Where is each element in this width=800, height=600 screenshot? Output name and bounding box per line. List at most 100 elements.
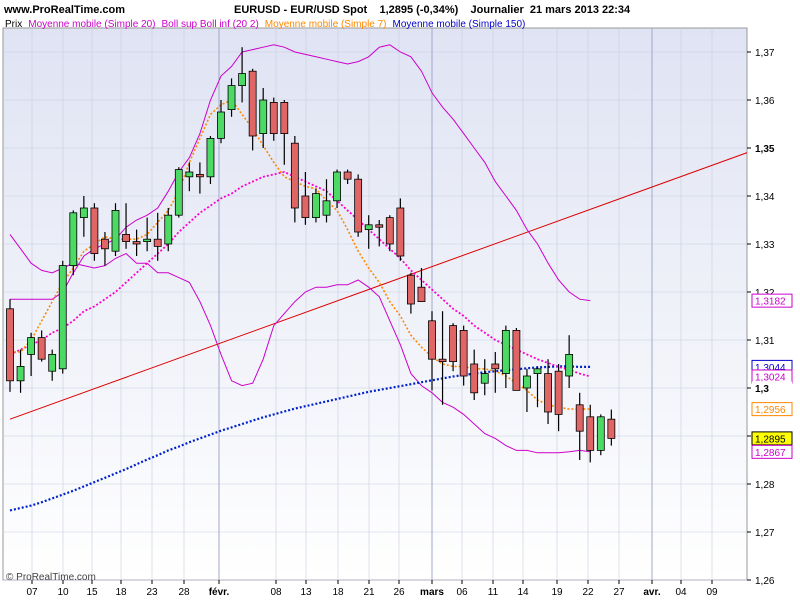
y-tick-label: 1,28: [755, 480, 775, 491]
candle-body-up: [480, 373, 489, 384]
candle-body-up: [48, 353, 57, 372]
candle: [586, 404, 595, 463]
indicator-legend: Prix Moyenne mobile (Simple 20) Boll sup B…: [5, 19, 525, 30]
candle-body-up: [174, 169, 183, 216]
candle: [69, 210, 78, 276]
candle-body-up: [111, 209, 120, 252]
price-tag: 1,3024: [751, 369, 793, 384]
candle: [417, 268, 426, 303]
candle-body-down: [575, 404, 584, 432]
indicator-label: Moyenne mobile (Simple 7): [265, 19, 387, 30]
candle-body-up: [206, 137, 215, 178]
candle: [269, 97, 278, 141]
candle: [206, 136, 215, 184]
candle: [312, 188, 320, 223]
price-tag-label: 1,3182: [755, 297, 786, 308]
candle-body-up: [185, 171, 194, 178]
ma150-line: [9, 365, 591, 512]
x-tick-label: 13: [300, 587, 312, 598]
candle-body-down: [37, 337, 46, 360]
chart-title: EURUSD - EUR/USD Spot 1,2895 (-0,34%) Jo…: [234, 4, 631, 16]
candle-body-down: [396, 207, 405, 257]
candle: [333, 169, 341, 208]
price-tag-label: 1,2895: [755, 434, 786, 445]
price-tag-box: [751, 402, 793, 417]
candle: [544, 359, 552, 424]
candle-body-up: [501, 329, 510, 374]
x-tick-label: 14: [517, 587, 529, 598]
y-tick-label: 1,27: [755, 528, 775, 539]
candle-body-up: [259, 99, 268, 134]
site-name[interactable]: www.ProRealTime.com: [3, 4, 125, 16]
candle-body-down: [343, 171, 352, 180]
y-tick-label: 1,34: [755, 192, 775, 203]
candle: [79, 196, 88, 237]
candle-body-up: [227, 85, 236, 110]
candle-body-down: [459, 329, 468, 377]
x-tick-label: 23: [146, 587, 158, 598]
y-tick-label: 1,33: [755, 240, 775, 251]
x-tick-label: 22: [582, 587, 594, 598]
candle: [185, 162, 194, 192]
candle: [322, 179, 331, 223]
candle-body-up: [79, 207, 88, 218]
y-tick-label: 1,36: [755, 96, 775, 107]
price-tag-label: 1,3: [755, 384, 769, 395]
x-tick-label: 11: [488, 587, 499, 598]
candle: [385, 215, 394, 252]
candle-body-up: [238, 73, 247, 86]
x-tick-label: 07: [26, 587, 38, 598]
x-tick-label: 28: [178, 587, 190, 598]
y-tick-label: 1,32: [755, 288, 775, 299]
candle-body-up: [27, 337, 36, 355]
candle-body-up: [533, 368, 542, 374]
candle: [280, 100, 289, 165]
x-tick-label: 10: [57, 587, 69, 598]
candle-body-down: [544, 373, 552, 413]
candle-body-down: [428, 320, 436, 360]
x-tick-label: 21: [363, 587, 375, 598]
price-tag-label: 1,35: [755, 144, 775, 155]
candle-body-down: [153, 238, 162, 247]
candle: [290, 136, 299, 223]
candle: [90, 203, 99, 261]
candle: [164, 208, 173, 252]
price-tag-box: [751, 293, 793, 308]
x-tick-label: 09: [706, 587, 718, 598]
candle-body-down: [512, 329, 521, 391]
ma7-line: [10, 99, 591, 410]
candle: [143, 217, 152, 252]
candle: [480, 359, 489, 396]
ma20-line: [9, 171, 591, 378]
candle-body-down: [122, 233, 130, 242]
price-tag-label: 1,3024: [755, 372, 786, 383]
candle: [122, 203, 130, 249]
boll-lower-line: [9, 234, 591, 454]
y-tick-label: 1,31: [755, 336, 775, 347]
candle-body-down: [101, 238, 109, 250]
candle: [406, 272, 415, 314]
candle-body-down: [385, 217, 394, 245]
candle-body-down: [438, 358, 447, 363]
candle-body-up: [69, 212, 78, 267]
candle-body-up: [322, 200, 331, 216]
candle: [27, 332, 36, 376]
candle: [470, 349, 479, 400]
candle: [153, 212, 162, 261]
candle-body-up: [333, 171, 341, 202]
candle-body-up: [58, 265, 67, 370]
candle: [217, 100, 225, 144]
candle: [375, 220, 384, 247]
candle: [501, 325, 510, 388]
price-tag-box: [751, 444, 793, 459]
x-tick-label: avr.: [643, 587, 660, 598]
candle-body-down: [470, 363, 479, 394]
candle: [301, 172, 310, 225]
candle: [174, 167, 183, 218]
price-tag-label: 1,3044: [755, 363, 786, 374]
candle: [16, 349, 25, 393]
x-tick-label: mars: [420, 587, 444, 598]
x-tick-label: févr.: [209, 587, 230, 598]
candle: [354, 174, 363, 237]
